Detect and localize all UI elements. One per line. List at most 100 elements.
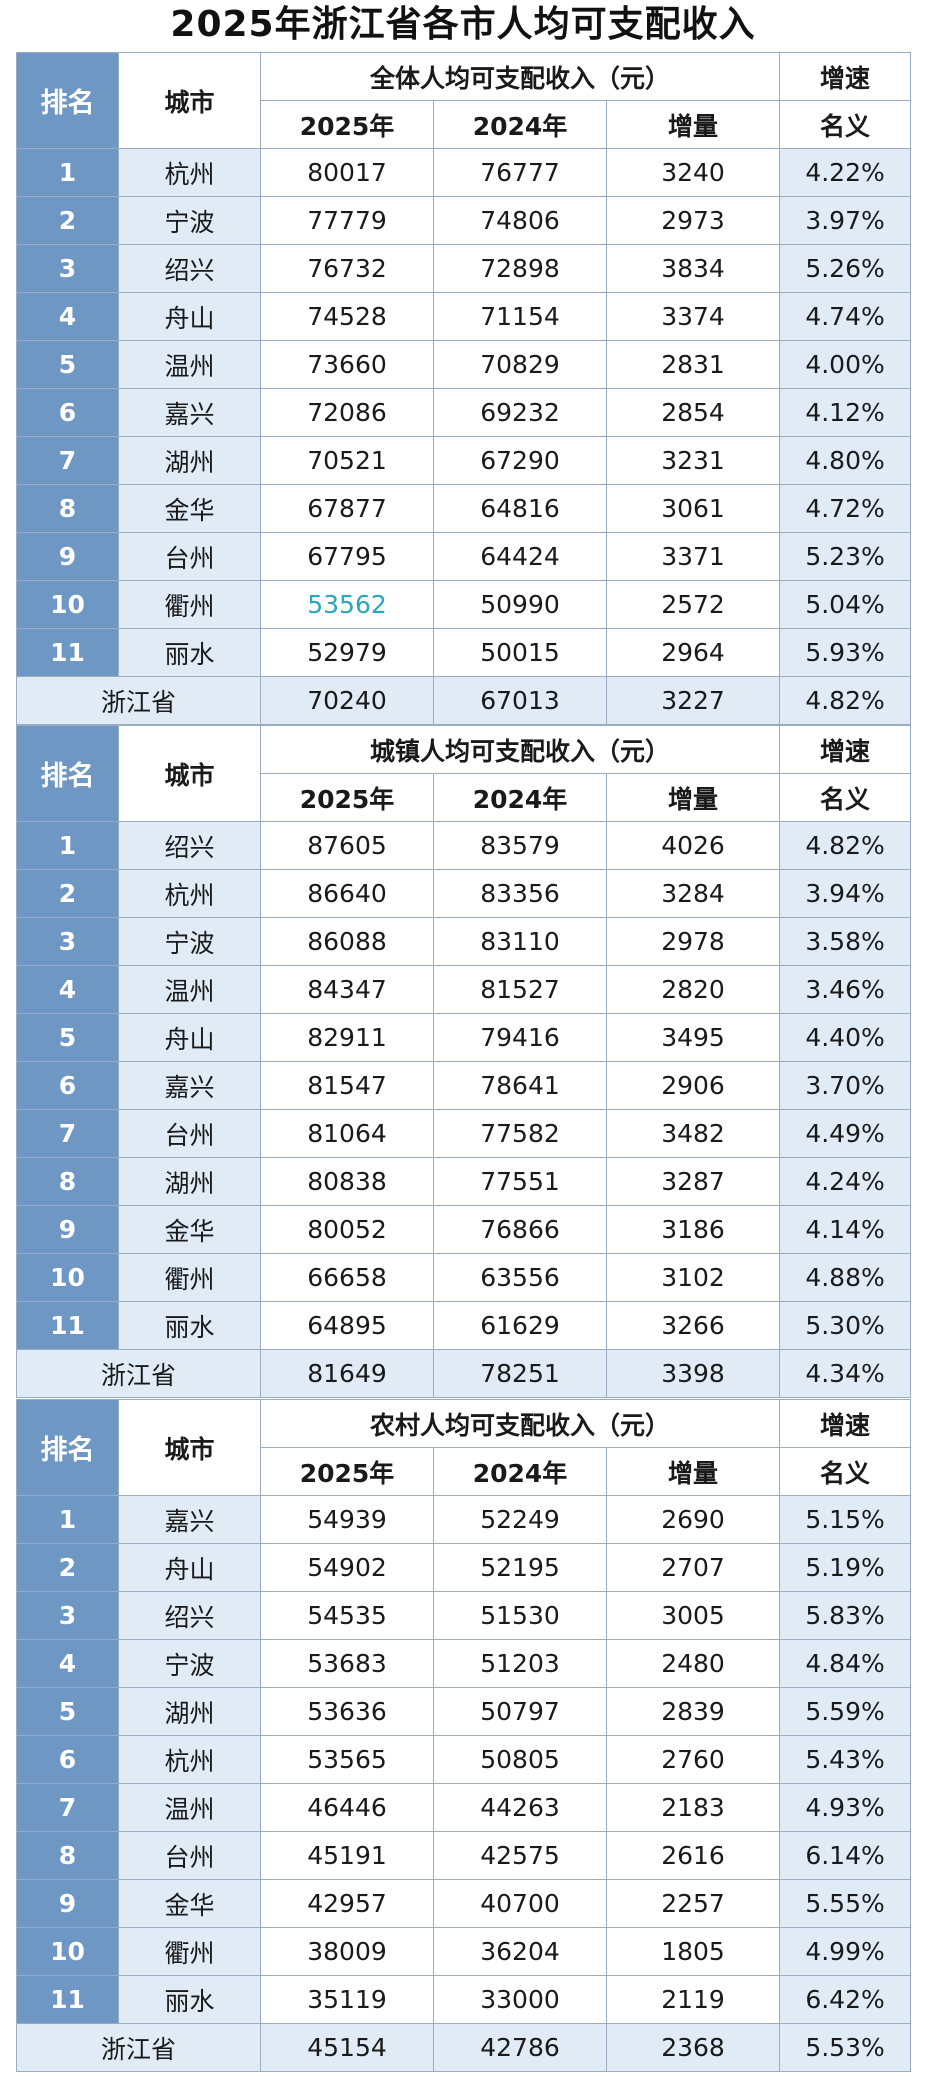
table-row: 10 衢州 38009 36204 1805 4.99% [16, 1927, 912, 1976]
value-2025-cell: 53636 [260, 1687, 434, 1736]
value-2025-cell: 54902 [260, 1543, 434, 1592]
city-cell: 丽水 [118, 1975, 261, 2024]
city-cell: 台州 [118, 532, 261, 581]
rank-cell: 10 [16, 1253, 119, 1302]
increase-cell: 3482 [605, 1109, 781, 1158]
value-2025-cell: 52979 [260, 628, 434, 677]
table-urban-income: 排名 城市 城镇人均可支配收入（元） 增速 2025年 2024年 增量 名义 1 绍兴 87605… [16, 725, 912, 1398]
value-2025-cell: 76732 [260, 244, 434, 293]
rank-cell: 4 [16, 1639, 119, 1688]
table-row: 10 衢州 53562 50990 2572 5.04% [16, 580, 912, 629]
value-2025-cell: 53562 [260, 580, 434, 629]
city-cell: 温州 [118, 1783, 261, 1832]
table-row: 1 杭州 80017 76777 3240 4.22% [16, 148, 912, 197]
value-2024-cell: 72898 [433, 244, 607, 293]
city-cell: 金华 [118, 1205, 261, 1254]
rank-cell: 1 [16, 148, 119, 197]
year-2025-header: 2025年 [260, 1447, 434, 1496]
increase-cell: 2839 [605, 1687, 781, 1736]
city-cell: 衢州 [118, 1927, 261, 1976]
growth-cell: 6.42% [779, 1975, 912, 2024]
value-2025-cell: 53565 [260, 1735, 434, 1784]
table-row: 7 湖州 70521 67290 3231 4.80% [16, 436, 912, 485]
table-heading: 城镇人均可支配收入（元） [259, 725, 781, 774]
table-row: 9 金华 80052 76866 3186 4.14% [16, 1205, 912, 1254]
value-2024-cell: 42786 [433, 2023, 607, 2072]
rank-cell: 11 [16, 628, 119, 677]
rank-cell: 5 [16, 1013, 119, 1062]
page-title: 2025年浙江省各市人均可支配收入 [170, 4, 756, 45]
table-row: 1 嘉兴 54939 52249 2690 5.15% [16, 1495, 912, 1544]
city-header: 城市 [118, 725, 261, 822]
city-cell: 绍兴 [118, 244, 261, 293]
table-row: 8 台州 45191 42575 2616 6.14% [16, 1831, 912, 1880]
table-rural-income: 排名 城市 农村人均可支配收入（元） 增速 2025年 2024年 增量 名义 1 嘉兴 54939… [16, 1399, 912, 2072]
year-2024-header: 2024年 [433, 1447, 607, 1496]
value-2024-cell: 36204 [433, 1927, 607, 1976]
value-2025-cell: 77779 [260, 196, 434, 245]
city-cell: 杭州 [118, 148, 261, 197]
city-cell: 宁波 [118, 1639, 261, 1688]
value-2025-cell: 66658 [260, 1253, 434, 1302]
rank-cell: 7 [16, 1109, 119, 1158]
increase-cell: 3266 [605, 1301, 781, 1350]
table-row: 8 湖州 80838 77551 3287 4.24% [16, 1157, 912, 1206]
rank-header: 排名 [16, 725, 119, 822]
table-row: 6 嘉兴 72086 69232 2854 4.12% [16, 388, 912, 437]
rank-header: 排名 [16, 52, 119, 149]
city-cell: 嘉兴 [118, 1495, 261, 1544]
city-cell: 湖州 [118, 436, 261, 485]
nominal-header: 名义 [779, 1447, 912, 1496]
value-2025-cell: 82911 [260, 1013, 434, 1062]
value-2025-cell: 42957 [260, 1879, 434, 1928]
rank-cell: 3 [16, 917, 119, 966]
value-2024-cell: 78251 [433, 1349, 607, 1398]
value-2024-cell: 50990 [433, 580, 607, 629]
value-2024-cell: 40700 [433, 1879, 607, 1928]
value-2024-cell: 42575 [433, 1831, 607, 1880]
growth-cell: 5.43% [779, 1735, 912, 1784]
growth-cell: 4.99% [779, 1927, 912, 1976]
city-cell: 台州 [118, 1831, 261, 1880]
rank-cell: 11 [16, 1301, 119, 1350]
rank-cell: 11 [16, 1975, 119, 2024]
value-2024-cell: 67013 [433, 676, 607, 725]
increase-cell: 2480 [605, 1639, 781, 1688]
rank-cell: 4 [16, 965, 119, 1014]
increase-header: 增量 [605, 773, 781, 822]
rank-cell: 9 [16, 532, 119, 581]
city-cell: 金华 [118, 484, 261, 533]
growth-cell: 4.82% [779, 821, 912, 870]
value-2025-cell: 87605 [260, 821, 434, 870]
rank-cell: 8 [16, 1157, 119, 1206]
growth-cell: 4.93% [779, 1783, 912, 1832]
value-2025-cell: 67877 [260, 484, 434, 533]
value-2025-cell: 81547 [260, 1061, 434, 1110]
city-cell: 杭州 [118, 1735, 261, 1784]
value-2024-cell: 76777 [433, 148, 607, 197]
table-row: 6 杭州 53565 50805 2760 5.43% [16, 1735, 912, 1784]
growth-cell: 4.34% [779, 1349, 912, 1398]
growth-cell: 4.80% [779, 436, 912, 485]
growth-cell: 4.40% [779, 1013, 912, 1062]
growth-cell: 3.97% [779, 196, 912, 245]
growth-cell: 3.94% [779, 869, 912, 918]
table-row: 9 金华 42957 40700 2257 5.55% [16, 1879, 912, 1928]
value-2024-cell: 50797 [433, 1687, 607, 1736]
increase-cell: 3005 [605, 1591, 781, 1640]
value-2024-cell: 63556 [433, 1253, 607, 1302]
table-row: 7 台州 81064 77582 3482 4.49% [16, 1109, 912, 1158]
value-2024-cell: 51530 [433, 1591, 607, 1640]
table-row: 8 金华 67877 64816 3061 4.72% [16, 484, 912, 533]
rank-cell: 3 [16, 244, 119, 293]
increase-cell: 4026 [605, 821, 781, 870]
value-2024-cell: 50015 [433, 628, 607, 677]
city-cell: 宁波 [118, 196, 261, 245]
table-row: 3 绍兴 76732 72898 3834 5.26% [16, 244, 912, 293]
value-2025-cell: 72086 [260, 388, 434, 437]
increase-cell: 2906 [605, 1061, 781, 1110]
growth-cell: 4.24% [779, 1157, 912, 1206]
rank-cell: 5 [16, 1687, 119, 1736]
city-cell: 舟山 [118, 1013, 261, 1062]
table-row: 4 舟山 74528 71154 3374 4.74% [16, 292, 912, 341]
